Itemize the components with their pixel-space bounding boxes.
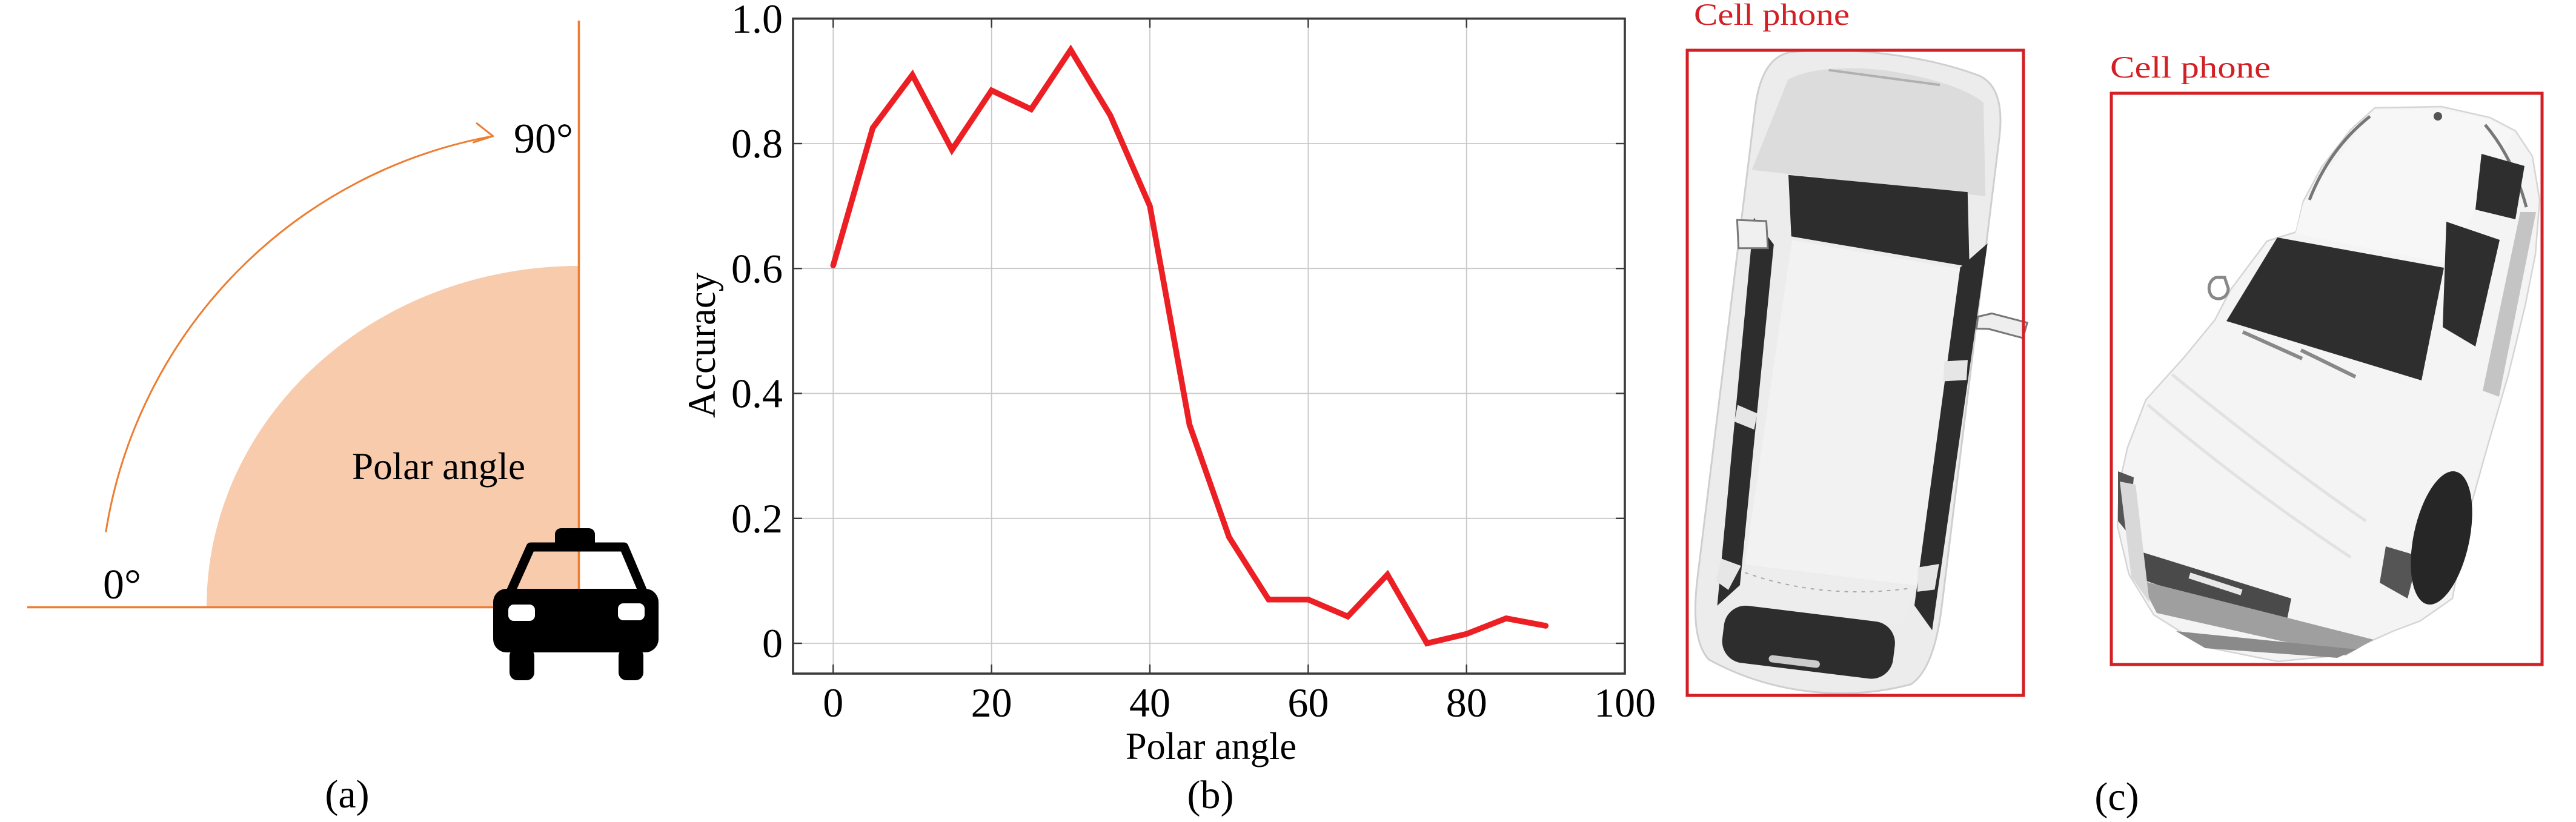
svg-text:(c): (c) <box>2094 775 2139 819</box>
svg-text:1.0: 1.0 <box>731 0 783 42</box>
svg-text:20: 20 <box>971 680 1012 726</box>
svg-text:0: 0 <box>823 680 843 726</box>
svg-text:(a): (a) <box>325 772 369 817</box>
svg-text:Polar angle: Polar angle <box>1126 724 1296 767</box>
svg-text:Accuracy: Accuracy <box>680 273 724 418</box>
svg-text:0.4: 0.4 <box>731 371 783 417</box>
svg-text:60: 60 <box>1287 680 1329 726</box>
svg-text:0°: 0° <box>103 562 141 608</box>
svg-text:Cell phone: Cell phone <box>2110 51 2271 85</box>
svg-text:0.8: 0.8 <box>731 121 783 167</box>
svg-text:0: 0 <box>762 620 783 666</box>
svg-text:Cell phone: Cell phone <box>1694 0 1850 32</box>
svg-text:Polar angle: Polar angle <box>352 445 525 488</box>
svg-text:(b): (b) <box>1187 773 1234 817</box>
svg-text:80: 80 <box>1446 680 1487 726</box>
svg-text:0.2: 0.2 <box>731 496 783 542</box>
svg-text:100: 100 <box>1594 680 1656 726</box>
svg-text:0.6: 0.6 <box>731 245 783 291</box>
svg-text:40: 40 <box>1129 680 1170 726</box>
svg-text:90°: 90° <box>514 116 573 162</box>
